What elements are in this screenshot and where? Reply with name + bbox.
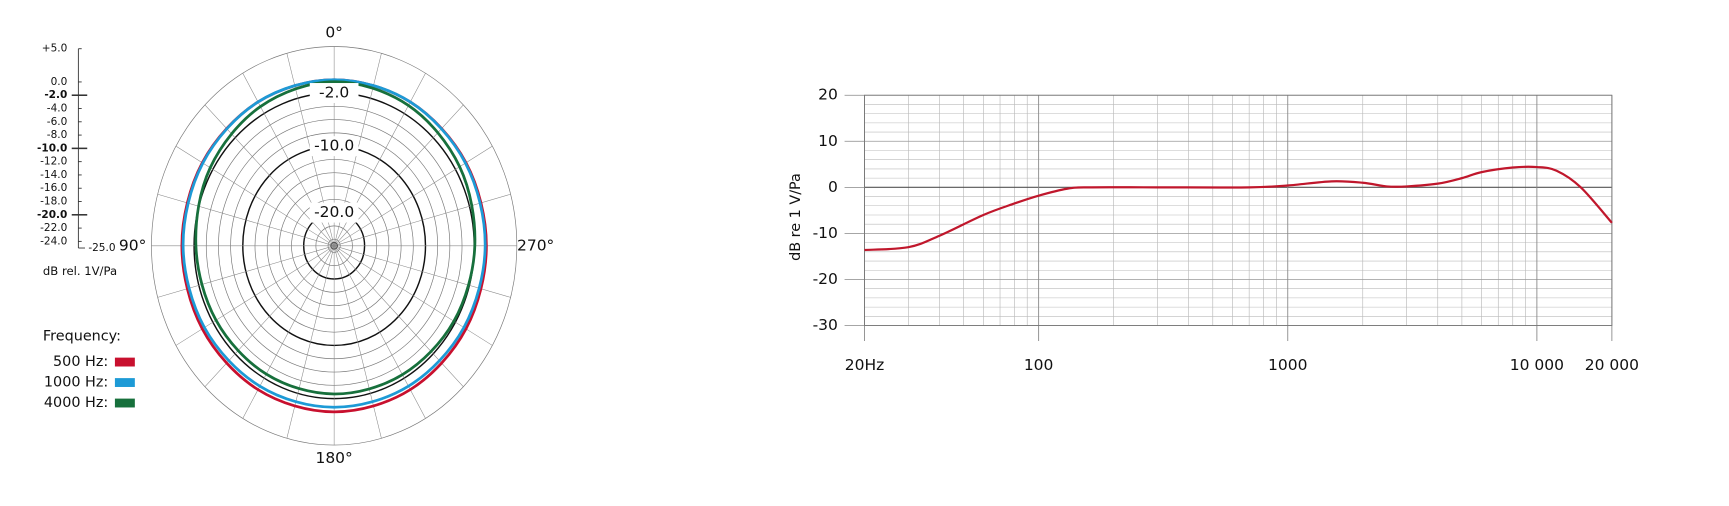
ring-label: -20.0 [314,203,354,221]
spoke [175,245,335,346]
angle-label: 0° [325,24,343,42]
ring-label-bg [309,136,359,157]
y-tick-label: -30 [813,316,838,334]
polar-curve [181,78,487,409]
scale-label: +5.0 [42,43,68,55]
legend-label: 500 Hz: [53,354,108,370]
scale-label: -16.0 [40,182,67,194]
scale-label: 0.0 [51,76,68,88]
scale-label: -10.0 [37,142,67,154]
y-tick-label: 10 [818,132,838,150]
ring-label-bg [309,202,359,223]
scale-label: -18.0 [40,196,67,208]
x-tick-label: 100 [1024,356,1054,374]
scale-label: -12.0 [40,156,67,168]
spoke [333,245,493,346]
legend-swatch [114,378,135,387]
y-tick-label: 20 [818,86,838,104]
scale-label: -14.0 [40,169,67,181]
x-tick-label: 20 000 [1585,356,1639,374]
scale-label: -24.0 [40,235,67,247]
ring-label: -10.0 [314,137,354,155]
scale-label: -22.0 [40,222,67,234]
plot-frame [864,94,1613,326]
response-line [864,165,1613,252]
y-tick-label: -20 [813,270,838,288]
angle-label: 270° [517,236,554,254]
scale-label: -2.0 [44,89,67,101]
legend-swatch [114,398,135,408]
y-tick-label: 0 [828,178,838,196]
scale-label: -20.0 [37,209,67,221]
legend-title: Frequency: [43,329,121,345]
ring-label-bg [309,83,359,103]
angle-label: 180° [315,449,352,467]
scale-label: -4.0 [47,103,68,115]
y-tick-label: -10 [813,224,838,242]
polar-curve [194,80,477,396]
x-tick-label: 1000 [1268,356,1307,374]
scale-unit: dB rel. 1V/Pa [43,264,117,278]
legend-label: 1000 Hz: [44,375,108,391]
y-axis-label: dB re 1 V/Pa [788,173,804,261]
x-tick-label: 20Hz [845,356,885,374]
legend-swatch [114,357,135,367]
scale-label: -6.0 [47,116,68,128]
center-dot [330,241,339,250]
ring-label: -2.0 [319,84,349,102]
scale-label: -25.0 [88,242,115,254]
x-tick-label: 10 000 [1510,356,1564,374]
angle-label: 90° [119,236,146,254]
scale-label: -8.0 [47,129,68,141]
legend-label: 4000 Hz: [44,395,108,411]
